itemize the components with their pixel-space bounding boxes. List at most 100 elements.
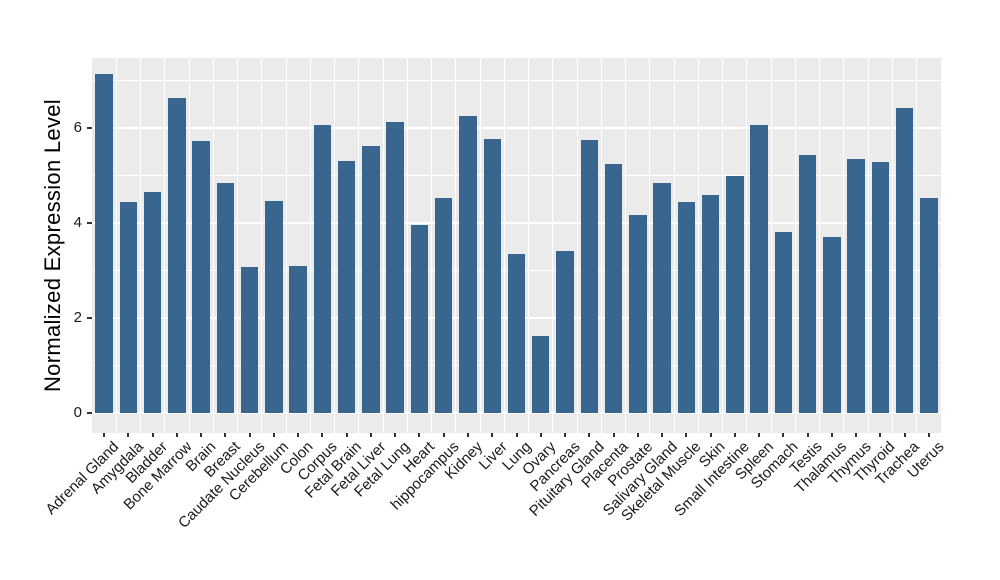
vertical-gridline-30 — [819, 58, 821, 433]
vertical-gridline-9 — [309, 58, 311, 433]
bar-ovary — [532, 336, 550, 413]
y-tick-mark-6 — [87, 127, 92, 129]
x-tick-mark-skeletal-muscle — [685, 433, 688, 437]
vertical-gridline-14 — [431, 58, 433, 433]
bar-thalamus — [823, 236, 841, 413]
vertical-gridline-18 — [528, 58, 530, 433]
vertical-gridline-3 — [164, 58, 166, 433]
bar-corpus — [313, 125, 332, 413]
x-tick-mark-brain — [200, 433, 203, 437]
vertical-gridline-22 — [625, 58, 627, 433]
vertical-gridline-24 — [673, 58, 675, 433]
y-tick-mark-4 — [87, 222, 92, 224]
x-tick-mark-spleen — [758, 433, 761, 437]
y-tick-label: 2 — [73, 309, 82, 326]
x-tick-mark-thymus — [855, 433, 858, 437]
bar-thymus — [847, 158, 865, 413]
x-tick-mark-bone-marrow — [175, 433, 178, 437]
x-tick-mark-uterus — [927, 433, 930, 437]
vertical-gridline-2 — [140, 58, 141, 433]
vertical-gridline-33 — [891, 58, 893, 433]
bar-small-intestine — [726, 175, 744, 413]
x-tick-mark-heart — [418, 433, 421, 437]
vertical-gridline-1 — [115, 58, 117, 433]
bar-bladder — [143, 192, 162, 413]
vertical-gridline-32 — [867, 58, 869, 433]
x-tick-mark-cerebellum — [272, 433, 275, 437]
major-gridline-y0 — [92, 412, 941, 414]
x-tick-mark-corpus — [321, 433, 324, 437]
vertical-gridline-29 — [794, 58, 796, 433]
vertical-gridline-34 — [916, 58, 918, 433]
x-tick-mark-liver — [491, 433, 494, 437]
vertical-gridline-23 — [649, 58, 651, 433]
bar-fetal-lung — [386, 122, 404, 413]
vertical-gridline-4 — [188, 58, 190, 433]
vertical-gridline-5 — [212, 58, 214, 433]
x-tick-mark-prostate — [636, 433, 639, 437]
bar-skin — [701, 194, 720, 413]
vertical-gridline-16 — [479, 58, 481, 433]
bar-stomach — [774, 231, 793, 413]
major-gridline-y6 — [92, 127, 941, 129]
x-tick-mark-pancreas — [564, 433, 566, 437]
vertical-gridline-11 — [358, 58, 360, 433]
x-tick-mark-testis — [806, 433, 809, 437]
x-tick-mark-stomach — [782, 433, 785, 437]
bar-prostate — [629, 215, 647, 413]
bar-fetal-brain — [337, 160, 356, 413]
x-tick-mark-colon — [297, 433, 300, 437]
bar-amygdala — [119, 202, 138, 413]
x-tick-mark-amygdala — [127, 433, 130, 437]
bar-skeletal-muscle — [677, 201, 696, 413]
bar-caudate-nucleus — [240, 267, 259, 413]
vertical-gridline-31 — [843, 58, 845, 433]
minor-gridline-y5 — [92, 175, 941, 176]
bar-adrenal-gland — [95, 73, 113, 413]
vertical-gridline-8 — [285, 58, 287, 433]
vertical-gridline-19 — [552, 58, 554, 433]
bar-spleen — [750, 125, 768, 413]
y-tick-mark-0 — [87, 412, 92, 414]
vertical-gridline-17 — [503, 58, 505, 433]
x-tick-mark-breast — [224, 433, 227, 437]
y-axis-title: Normalized Expression Level — [38, 58, 68, 433]
plot-panel — [92, 58, 941, 433]
vertical-gridline-7 — [261, 58, 263, 433]
x-tick-mark-placenta — [612, 433, 615, 437]
x-tick-mark-thyroid — [879, 433, 882, 437]
bar-lung — [507, 253, 526, 413]
bar-thyroid — [871, 162, 890, 413]
x-tick-mark-fetal-liver — [369, 433, 372, 437]
bar-testis — [798, 154, 817, 413]
x-tick-mark-caudate-nucleus — [248, 433, 251, 437]
x-tick-mark-trachea — [903, 433, 906, 437]
bar-fetal-liver — [362, 146, 380, 413]
x-tick-mark-pituitary-gland — [588, 433, 591, 437]
x-tick-mark-adrenal-gland — [103, 433, 106, 437]
vertical-gridline-20 — [576, 58, 578, 433]
x-tick-mark-skin — [709, 433, 712, 437]
bar-breast — [216, 183, 235, 413]
bar-pituitary-gland — [580, 139, 598, 413]
vertical-gridline-10 — [334, 58, 336, 433]
bar-liver — [483, 139, 501, 413]
vertical-gridline-12 — [382, 58, 384, 433]
x-tick-mark-lung — [515, 433, 518, 437]
vertical-gridline-28 — [770, 58, 772, 433]
vertical-gridline-27 — [746, 58, 748, 433]
bar-kidney — [459, 116, 477, 413]
x-tick-mark-thalamus — [830, 433, 833, 437]
bar-cerebellum — [265, 201, 283, 413]
bar-pancreas — [556, 250, 574, 413]
x-tick-mark-hippocampus — [442, 433, 445, 437]
vertical-gridline-6 — [237, 58, 239, 433]
x-tick-mark-small-intestine — [733, 433, 736, 437]
bar-heart — [410, 224, 429, 413]
bar-colon — [289, 265, 307, 413]
bar-hippocampus — [434, 198, 453, 413]
x-tick-mark-ovary — [539, 433, 542, 437]
bar-uterus — [920, 198, 938, 413]
x-tick-mark-salivary-gland — [661, 433, 664, 437]
